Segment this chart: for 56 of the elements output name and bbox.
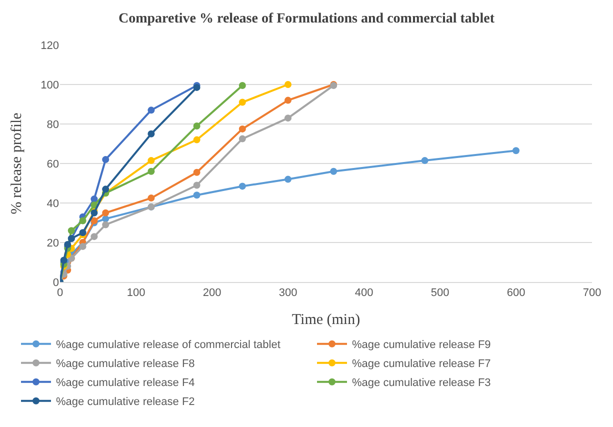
legend-label: %age cumulative release F3 [352,377,491,390]
y-tick-label: 80 [46,118,59,131]
x-tick-label: 100 [126,287,146,300]
legend-label: %age cumulative release F4 [56,377,195,390]
point [284,114,292,122]
point [148,168,155,175]
x-tick-label: 300 [278,287,298,300]
point [102,221,110,228]
point [193,136,200,144]
x-tick-label: 600 [506,287,526,300]
x-tick-label: 500 [430,287,450,300]
y-tick-label: 60 [46,158,59,170]
y-tick-label: 0 [52,276,59,289]
point [193,192,200,199]
point [330,168,338,175]
point [238,182,246,190]
point [90,201,98,208]
point [102,186,110,193]
legend-label: %age cumulative release F7 [352,358,491,370]
point [238,82,246,89]
y-tick-label: 40 [46,198,59,210]
x-tick-label: 700 [582,287,602,300]
point [193,168,200,176]
y-tick-label: 20 [46,237,59,250]
point [421,157,428,164]
legend-label: %age cumulative release F2 [56,396,195,408]
point [512,147,520,154]
x-axis-title: Time (min) [292,312,360,328]
point [284,96,292,104]
x-tick-label: 400 [354,287,374,300]
point [238,125,246,132]
point [148,157,155,164]
legend-label: %age cumulative release F8 [56,358,195,370]
point [284,176,292,183]
point [284,81,292,88]
chart-title: Comparetive % release of Formulations and commercial tablet [118,12,495,27]
legend-label: %age cumulative release F9 [352,339,491,352]
point [90,196,98,203]
point [238,135,246,142]
point [79,242,86,250]
y-tick-label: 100 [40,79,59,92]
point [193,122,200,130]
y-tick-label: 120 [40,40,59,52]
point [148,194,155,202]
point [193,182,200,189]
x-tick-label: 200 [202,287,222,300]
point [90,233,98,240]
point [102,156,110,164]
point [79,217,86,224]
point [238,98,246,106]
point [102,209,110,216]
point [68,227,75,234]
y-axis-title: % release profile [8,112,25,214]
legend-label: %age cumulative release of commercial tablet [56,339,280,352]
point [148,106,155,114]
point [148,130,155,138]
